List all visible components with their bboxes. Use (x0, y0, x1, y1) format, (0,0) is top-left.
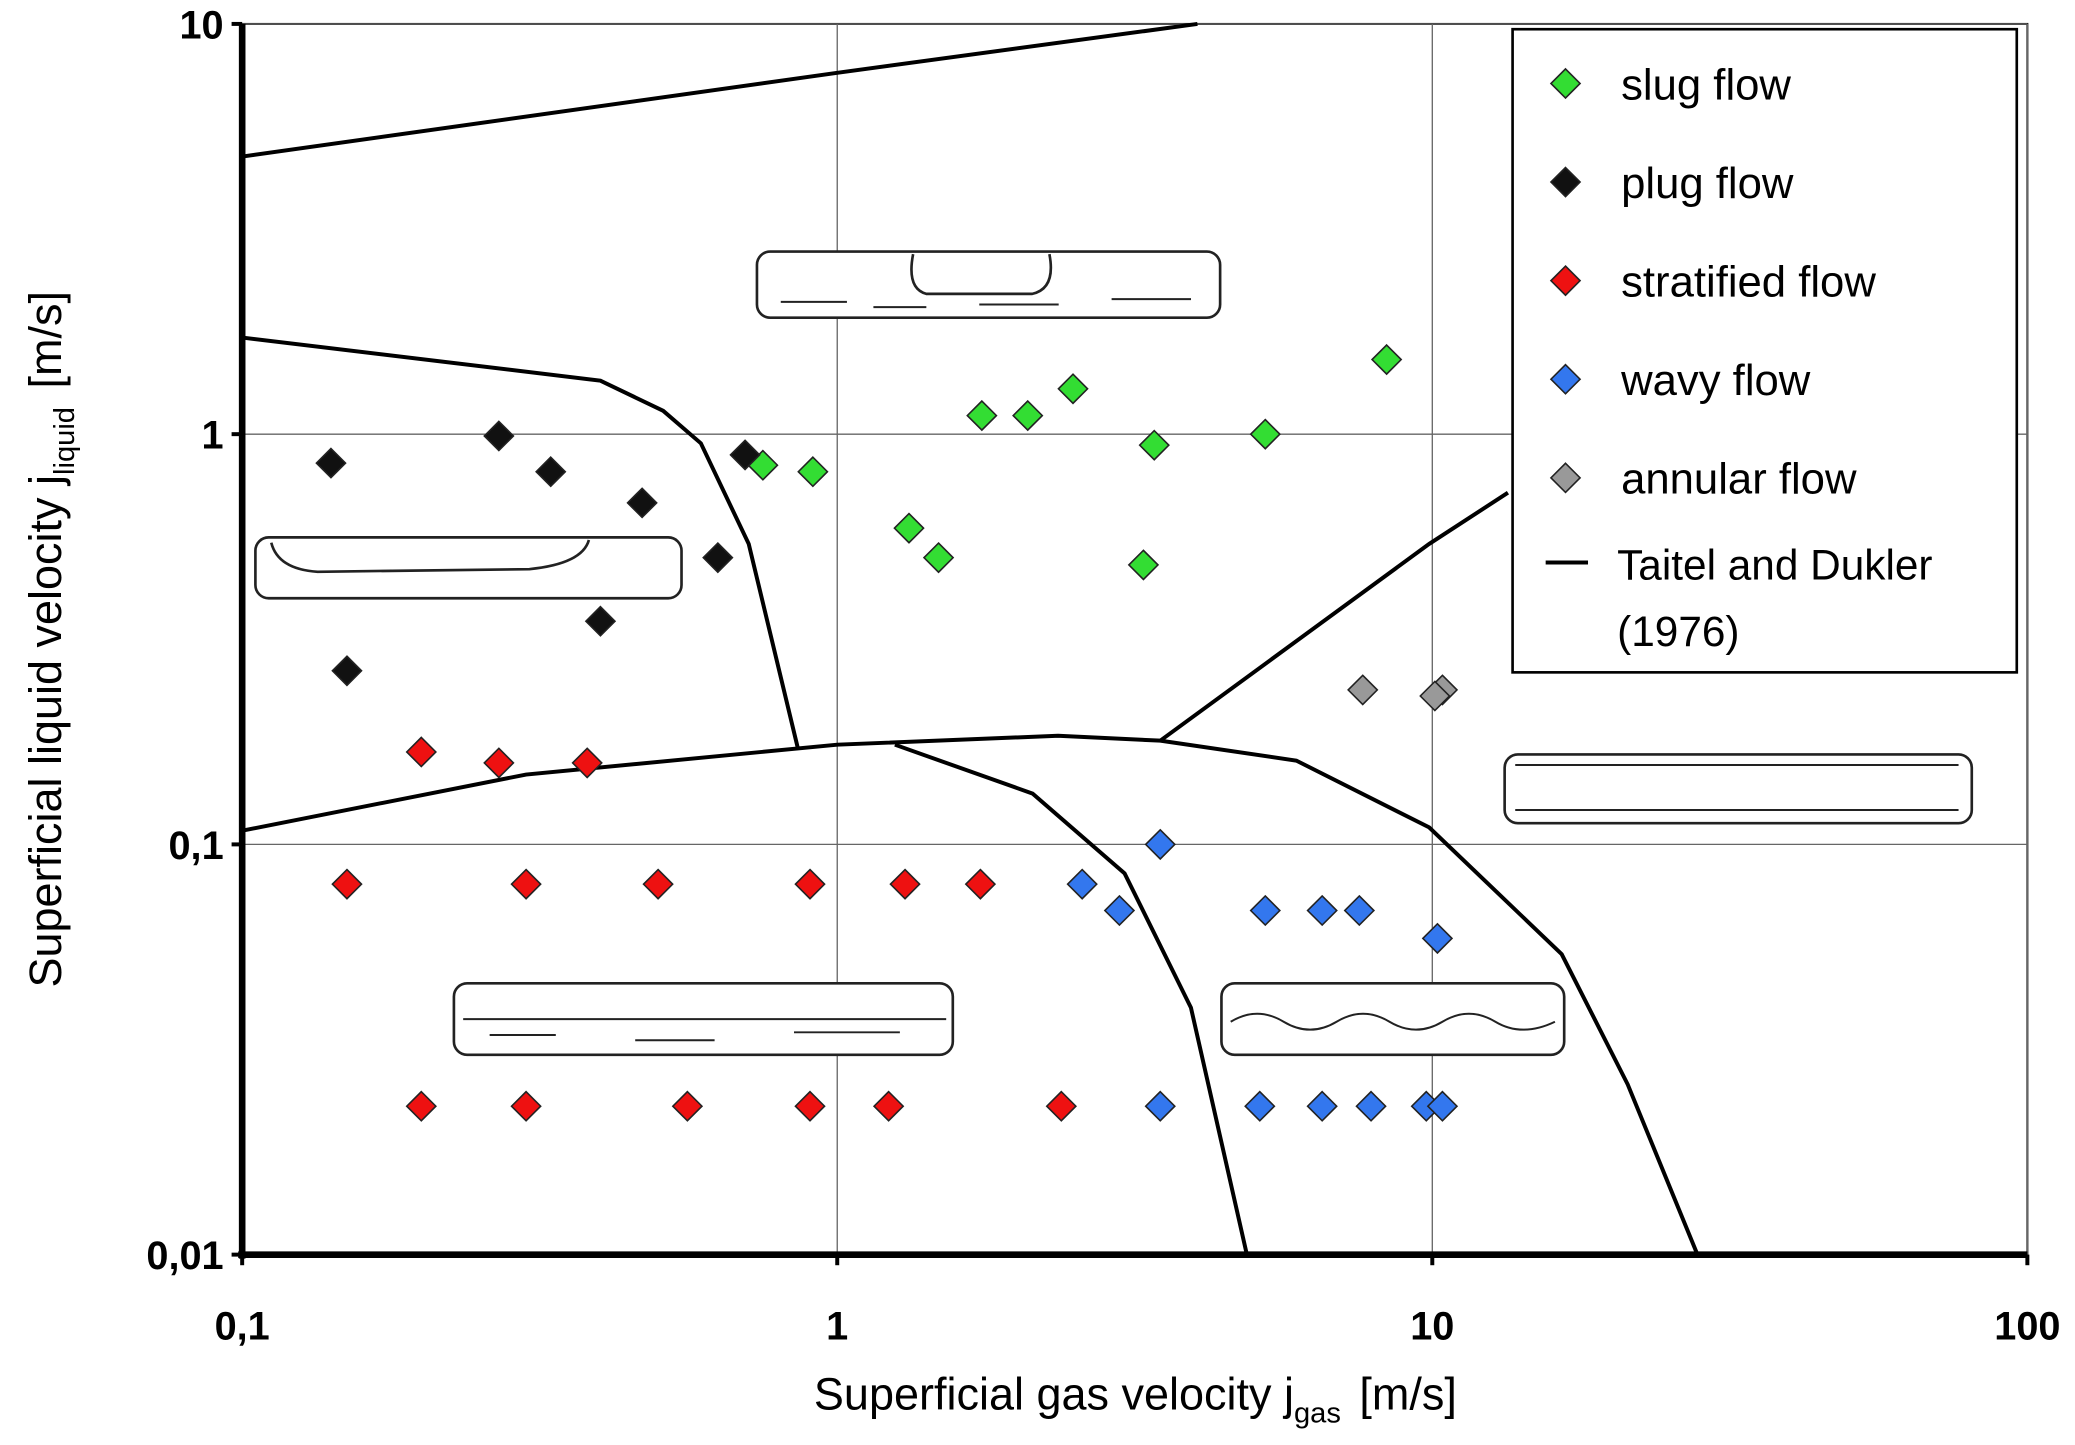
data-point (702, 541, 734, 574)
boundary-line (241, 21, 1198, 159)
boundary-line (241, 733, 1700, 1256)
data-point (1347, 674, 1379, 706)
data-point (331, 868, 363, 900)
plug-pipe-illustration (254, 536, 683, 600)
x-label-unit: [m/s] (1359, 1368, 1456, 1419)
data-point (1045, 1090, 1078, 1122)
x-label-sub: gas (1294, 1398, 1341, 1430)
data-point (1244, 1090, 1276, 1122)
legend-label: annular flow (1621, 455, 1857, 504)
data-point (1355, 1090, 1387, 1122)
data-point (1144, 1090, 1176, 1122)
data-point (315, 447, 347, 479)
legend-label: plug flow (1621, 159, 1794, 208)
y-tick-label: 10 (179, 3, 223, 47)
data-point (510, 1090, 542, 1122)
data-point (584, 605, 617, 637)
boundary-line (241, 335, 801, 751)
x-axis-label: Superficial gas velocity jgas [m/s] (814, 1368, 1457, 1429)
data-point (893, 512, 925, 544)
data-point (1144, 828, 1176, 861)
x-tick-label: 10 (1410, 1304, 1454, 1348)
legend-label: slug flow (1621, 60, 1791, 109)
y-label-sub: liquid (49, 407, 81, 475)
data-point (922, 541, 955, 574)
data-point (483, 747, 515, 779)
data-point (1426, 1090, 1459, 1122)
y-tick-label: 0,01 (146, 1234, 223, 1278)
data-point (571, 747, 603, 779)
wavy-pipe-illustration (1220, 982, 1566, 1057)
data-point (1012, 399, 1044, 432)
legend-marker (1549, 264, 1582, 297)
data-point (966, 399, 998, 432)
data-point (1343, 894, 1376, 927)
legend-marker (1549, 363, 1582, 395)
boundary-line (1159, 491, 1510, 743)
data-point (872, 1090, 905, 1122)
data-point (1249, 894, 1281, 927)
data-point (1138, 429, 1170, 461)
data-point (794, 1090, 826, 1122)
legend-marker (1549, 462, 1582, 494)
data-point (1103, 894, 1136, 927)
annular-pipe-illustration (1503, 753, 1974, 825)
legend-box (1511, 27, 2019, 674)
slug-pipe-illustration (755, 250, 1222, 320)
y-axis-label: Superficial liquid velocity jliquid [m/s] (20, 291, 81, 988)
data-point (405, 736, 437, 768)
data-point (535, 456, 567, 488)
data-point (1370, 343, 1403, 376)
boundary-line (894, 742, 1249, 1256)
y-label-main: Superficial liquid velocity j (20, 475, 71, 988)
data-point (671, 1090, 704, 1122)
data-point (1057, 373, 1089, 405)
data-point (1419, 680, 1451, 712)
y-tick-label: 0,1 (168, 824, 223, 868)
x-label-main: Superficial gas velocity j (814, 1368, 1294, 1419)
y-label-unit: [m/s] (20, 291, 71, 388)
legend-label-box: Taitel and Dukler (1976) (1617, 541, 1933, 656)
data-point (1127, 549, 1160, 581)
data-point (1421, 922, 1454, 955)
data-point (889, 868, 921, 900)
legend-marker (1549, 67, 1582, 100)
data-point (1306, 894, 1338, 927)
y-tick-label: 1 (202, 414, 224, 458)
data-point (331, 655, 363, 687)
data-point (964, 868, 997, 900)
data-point (797, 456, 829, 488)
data-point (1249, 418, 1281, 450)
data-point (510, 868, 542, 900)
data-point (405, 1090, 437, 1122)
stratified-pipe-illustration (452, 982, 955, 1057)
x-tick-label: 100 (1994, 1304, 2060, 1348)
legend-label: Taitel and Dukler (1976) (1617, 541, 1933, 656)
data-point (729, 439, 761, 471)
flow-illustrations (254, 250, 1974, 1057)
legend-marker (1549, 166, 1582, 198)
x-tick-label: 1 (826, 1304, 848, 1348)
legend-label: stratified flow (1621, 258, 1876, 307)
data-point (1306, 1090, 1338, 1122)
data-point (1066, 868, 1098, 900)
data-point (626, 487, 658, 519)
data-point (483, 420, 515, 452)
x-tick-label: 0,1 (215, 1304, 270, 1348)
data-point (642, 868, 674, 900)
data-point (794, 868, 826, 900)
legend-label: wavy flow (1620, 356, 1811, 405)
